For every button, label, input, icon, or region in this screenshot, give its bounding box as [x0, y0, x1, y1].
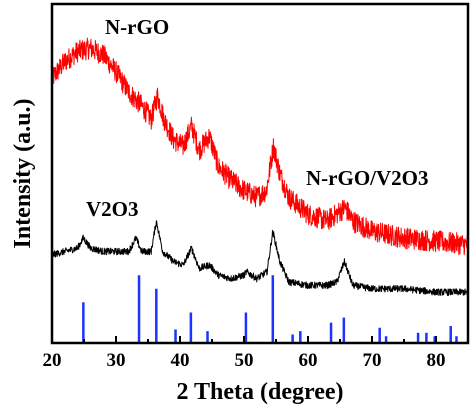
y-axis-title: Intensity (a.u.) [10, 98, 36, 248]
x-tick-label: 30 [107, 350, 126, 371]
series-v2o3 [52, 220, 468, 297]
x-tick-label: 70 [363, 350, 382, 371]
reference-peaks [82, 275, 458, 343]
series-nrgo_v2o3 [52, 37, 468, 256]
x-tick-label: 50 [235, 350, 254, 371]
annotations: N-rGO N-rGO/V2O3 V2O3 [86, 15, 428, 221]
x-axis-title: 2 Theta (degree) [176, 379, 343, 405]
annotation-label: V2O3 [86, 197, 139, 221]
x-tick-label: 20 [43, 350, 62, 371]
series-layer [52, 37, 468, 297]
axis-ticks: 20 30 40 50 60 70 80 [43, 336, 469, 371]
annotation-label: N-rGO [105, 15, 169, 39]
plot-frame [50, 2, 470, 345]
x-tick-label: 60 [299, 350, 318, 371]
x-tick-label: 80 [427, 350, 446, 371]
x-tick-label: 40 [171, 350, 190, 371]
annotation-label: N-rGO/V2O3 [306, 166, 428, 190]
